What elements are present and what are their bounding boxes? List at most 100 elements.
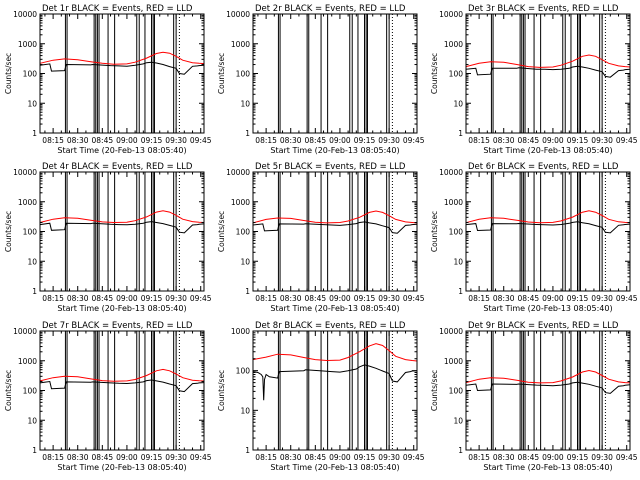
x-axis-label: Start Time (20-Feb-13 08:05:40) — [57, 304, 186, 313]
plot-frame — [252, 330, 418, 451]
x-tick-label: 09:00 — [116, 136, 138, 145]
x-tick-label: 09:00 — [329, 294, 351, 303]
y-tick-label: 100 — [23, 228, 38, 237]
x-axis-label: Start Time (20-Feb-13 08:05:40) — [483, 146, 612, 155]
y-tick-label: 100 — [449, 70, 464, 79]
y-tick-label: 10 — [240, 99, 250, 108]
events-series-line — [39, 379, 205, 393]
x-tick-label: 09:30 — [378, 136, 400, 145]
x-tick-label: 09:45 — [403, 294, 425, 303]
y-tick-label: 100 — [236, 367, 251, 376]
x-tick-label: 09:00 — [116, 294, 138, 303]
y-tick-label: 1000 — [18, 40, 37, 49]
panel-det-5: Det 5r BLACK = Events, RED = LLD 1 10 100 10… — [217, 162, 425, 313]
x-tick-label: 09:15 — [354, 136, 376, 145]
panel-det-7: Det 7r BLACK = Events, RED = LLD 1 10 100 10… — [4, 321, 212, 472]
y-tick-label: 1000 — [444, 198, 463, 207]
x-tick-label: 08:15 — [468, 294, 490, 303]
x-tick-label: 08:15 — [42, 136, 64, 145]
x-tick-label: 08:15 — [255, 453, 277, 462]
lld-series-line — [252, 343, 418, 362]
x-tick-label: 09:15 — [567, 136, 589, 145]
panel-det-1: Det 1r BLACK = Events, RED = LLD 1 10 100 10… — [4, 4, 212, 155]
x-axis-label: Start Time (20-Feb-13 08:05:40) — [483, 463, 612, 472]
y-tick-label: 100 — [236, 70, 251, 79]
panel-title: Det 6r BLACK = Events, RED = LLD — [468, 162, 619, 172]
x-tick-label: 09:15 — [141, 136, 163, 145]
x-axis-label: Start Time (20-Feb-13 08:05:40) — [270, 463, 399, 472]
y-axis-label: Counts/sec — [4, 370, 13, 411]
y-tick-label: 1 — [458, 129, 463, 138]
y-tick-label: 10000 — [13, 168, 37, 177]
events-series-line — [39, 221, 205, 234]
y-tick-label: 10000 — [226, 168, 250, 177]
lld-series-line — [39, 368, 205, 382]
x-tick-label: 09:45 — [190, 453, 212, 462]
panel-title: Det 9r BLACK = Events, RED = LLD — [468, 321, 619, 331]
panel-title: Det 4r BLACK = Events, RED = LLD — [42, 162, 193, 172]
events-series-line — [465, 65, 631, 78]
x-tick-label: 09:15 — [141, 453, 163, 462]
plot-frame — [252, 13, 418, 134]
y-axis-label: Counts/sec — [4, 53, 13, 94]
x-axis-label: Start Time (20-Feb-13 08:05:40) — [270, 146, 399, 155]
x-tick-label: 09:00 — [329, 453, 351, 462]
panel-det-3: Det 3r BLACK = Events, RED = LLD 1 10 100 10… — [430, 4, 638, 155]
y-axis-label: Counts/sec — [217, 53, 226, 94]
x-tick-label: 08:15 — [42, 453, 64, 462]
y-tick-label: 10000 — [439, 327, 463, 336]
y-tick-label: 1000 — [444, 357, 463, 366]
x-tick-label: 09:45 — [616, 453, 638, 462]
panel-det-9: Det 9r BLACK = Events, RED = LLD 1 10 100 10… — [430, 321, 638, 472]
y-axis-label: Counts/sec — [430, 53, 439, 94]
panel-title: Det 5r BLACK = Events, RED = LLD — [255, 162, 406, 172]
x-tick-label: 09:00 — [116, 453, 138, 462]
x-tick-label: 09:30 — [378, 453, 400, 462]
x-tick-label: 09:45 — [190, 294, 212, 303]
x-tick-label: 08:45 — [305, 294, 327, 303]
y-tick-label: 1 — [245, 446, 250, 455]
events-series-line — [252, 221, 418, 234]
y-tick-label: 1 — [32, 129, 37, 138]
x-tick-label: 09:00 — [542, 136, 564, 145]
y-tick-label: 10 — [240, 406, 250, 415]
x-tick-label: 08:15 — [255, 136, 277, 145]
x-tick-label: 09:30 — [591, 294, 613, 303]
x-tick-label: 08:30 — [280, 294, 302, 303]
x-tick-label: 08:15 — [468, 453, 490, 462]
y-tick-label: 10 — [453, 99, 463, 108]
events-series-line — [465, 221, 631, 234]
x-tick-label: 08:30 — [493, 294, 515, 303]
x-tick-label: 08:45 — [305, 136, 327, 145]
x-tick-label: 09:30 — [165, 136, 187, 145]
x-tick-label: 09:45 — [403, 453, 425, 462]
y-tick-label: 100 — [23, 70, 38, 79]
y-axis-label: Counts/sec — [430, 370, 439, 411]
x-tick-label: 08:30 — [67, 453, 89, 462]
y-tick-label: 1000 — [18, 198, 37, 207]
plot-frame — [465, 330, 631, 451]
lld-series-line — [39, 51, 205, 65]
y-tick-label: 100 — [449, 387, 464, 396]
x-tick-label: 09:15 — [354, 294, 376, 303]
y-tick-label: 1 — [458, 287, 463, 296]
x-tick-label: 09:45 — [403, 136, 425, 145]
y-tick-label: 1 — [245, 129, 250, 138]
y-tick-label: 1 — [32, 287, 37, 296]
x-tick-label: 08:45 — [518, 453, 540, 462]
x-tick-label: 09:00 — [542, 453, 564, 462]
x-tick-label: 09:45 — [616, 136, 638, 145]
x-tick-label: 08:45 — [92, 294, 114, 303]
x-tick-label: 09:00 — [542, 294, 564, 303]
y-tick-label: 10000 — [226, 10, 250, 19]
panel-det-2: Det 2r BLACK = Events, RED = LLD 1 10 100 10… — [217, 4, 425, 155]
x-tick-label: 08:15 — [255, 294, 277, 303]
x-tick-label: 09:45 — [190, 136, 212, 145]
y-tick-label: 10 — [27, 416, 37, 425]
x-tick-label: 08:45 — [92, 453, 114, 462]
y-tick-label: 10000 — [13, 10, 37, 19]
events-series-line — [252, 364, 418, 401]
x-tick-label: 09:15 — [354, 453, 376, 462]
plot-frame — [252, 171, 418, 292]
panel-det-8: Det 8r BLACK = Events, RED = LLD 1 10 100 10… — [217, 321, 425, 472]
